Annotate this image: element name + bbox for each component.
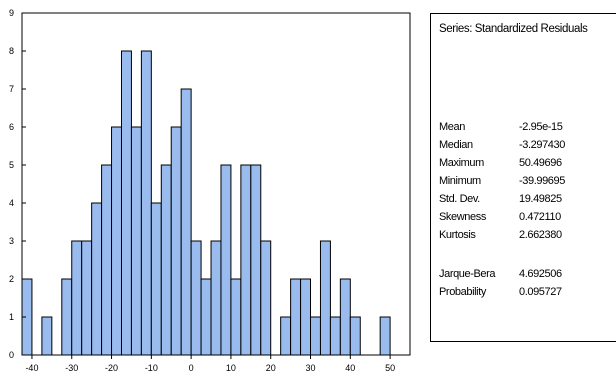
histogram-bar [170,126,182,356]
histogram-bar [190,240,202,356]
histogram-bar [339,278,351,356]
histogram-bar [71,240,83,356]
histogram-bar [290,278,302,356]
stat-value: 4.692506 [519,268,562,280]
histogram-chart: 0 1 2 3 4 5 6 7 8 9 -40 -30 -20 -10 0 10 20 30 40 50 [9,8,411,373]
histogram-bar [61,278,73,356]
stat-label: Probability [439,286,486,298]
histogram-bar [41,316,53,356]
histogram-bar [140,50,152,356]
histogram-bar [319,240,331,356]
y-tick-label: 3 [9,236,14,246]
stat-label: Std. Dev. [439,193,480,205]
histogram-bar [101,164,113,356]
y-tick-label: 4 [9,198,14,208]
histogram-bar [250,164,262,356]
x-tick-label: -20 [105,363,118,373]
stat-label: Skewness [439,211,486,223]
stat-value: 2.662380 [519,229,562,241]
y-tick-label: 7 [9,84,14,94]
y-tick-label: 8 [9,46,14,56]
histogram-bar [240,164,252,356]
y-tick-label: 1 [9,312,14,322]
y-axis: 0 1 2 3 4 5 6 7 8 9 [9,8,26,360]
histogram-bar [260,240,272,356]
x-tick-label: 50 [385,363,395,373]
x-tick-label: 30 [306,363,316,373]
histogram-bar [349,316,361,356]
y-tick-label: 5 [9,160,14,170]
histogram-bar [329,316,341,356]
histogram-bar [300,278,312,356]
histogram-bar [130,126,142,356]
histogram-bar [280,316,292,356]
x-tick-label: 20 [266,363,276,373]
histogram-bar [81,240,93,356]
histogram-bar [150,202,162,356]
stat-value: 0.095727 [519,286,562,298]
y-tick-label: 0 [9,350,14,360]
stat-value: 19.49825 [519,193,562,205]
x-tick-label: -40 [25,363,38,373]
stat-label: Jarque-Bera [439,268,496,280]
y-tick-label: 6 [9,122,14,132]
stat-value: 0.472110 [519,211,561,223]
stat-label: Kurtosis [439,229,476,241]
histogram-bar [379,316,391,356]
stat-value: -3.297430 [519,139,565,151]
stats-panel: Series: Standardized Residuals Mean -2.9… [430,13,616,342]
y-tick-label: 2 [9,274,14,284]
histogram-bar [230,278,242,356]
stat-label: Mean [439,121,465,133]
stat-label: Minimum [439,175,481,187]
histogram-bar [160,164,172,356]
series-title: Series: Standardized Residuals [439,23,588,35]
x-tick-label: 0 [189,363,194,373]
histogram-bar [111,126,122,356]
x-tick-label: -30 [65,363,78,373]
stat-value: -39.99695 [519,175,565,187]
y-tick-label: 9 [9,8,14,18]
histogram-bar [91,202,103,356]
x-tick-label: 10 [226,363,236,373]
histogram-bar [120,50,132,356]
x-axis: -40 -30 -20 -10 0 10 20 30 40 50 [25,355,395,373]
histogram-bar [310,316,321,356]
stat-label: Median [439,139,473,151]
stat-label: Maximum [439,157,484,169]
histogram-bar [200,278,212,356]
histogram-bar [180,88,192,356]
stat-value: -2.95e-15 [519,121,563,133]
histogram-bar [210,240,222,356]
stat-value: 50.49696 [519,157,562,169]
histogram-bars [21,50,391,356]
x-tick-label: -10 [145,363,158,373]
histogram-bar [220,164,232,356]
x-tick-label: 40 [345,363,355,373]
